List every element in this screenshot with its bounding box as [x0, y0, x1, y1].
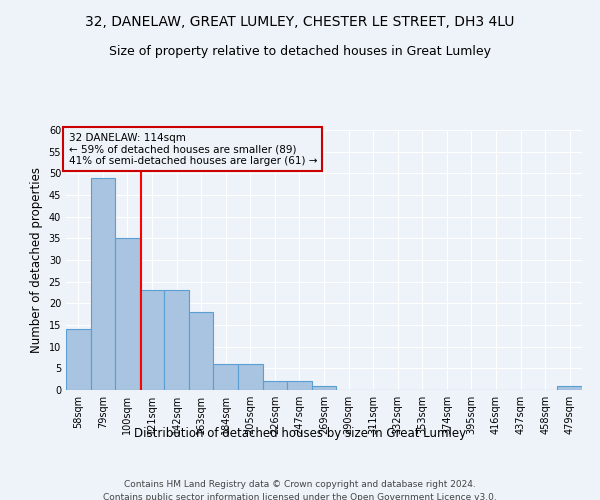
- Text: 32 DANELAW: 114sqm
← 59% of detached houses are smaller (89)
41% of semi-detache: 32 DANELAW: 114sqm ← 59% of detached hou…: [68, 132, 317, 166]
- Text: Contains public sector information licensed under the Open Government Licence v3: Contains public sector information licen…: [103, 492, 497, 500]
- Bar: [66, 330, 91, 390]
- Bar: [140, 290, 164, 390]
- Bar: [214, 364, 238, 390]
- Text: Size of property relative to detached houses in Great Lumley: Size of property relative to detached ho…: [109, 45, 491, 58]
- Bar: [287, 382, 312, 390]
- Bar: [189, 312, 214, 390]
- Bar: [557, 386, 582, 390]
- Bar: [238, 364, 263, 390]
- Text: 32, DANELAW, GREAT LUMLEY, CHESTER LE STREET, DH3 4LU: 32, DANELAW, GREAT LUMLEY, CHESTER LE ST…: [85, 15, 515, 29]
- Text: Distribution of detached houses by size in Great Lumley: Distribution of detached houses by size …: [134, 428, 466, 440]
- Bar: [164, 290, 189, 390]
- Bar: [263, 382, 287, 390]
- Bar: [312, 386, 336, 390]
- Y-axis label: Number of detached properties: Number of detached properties: [30, 167, 43, 353]
- Bar: [115, 238, 140, 390]
- Bar: [91, 178, 115, 390]
- Text: Contains HM Land Registry data © Crown copyright and database right 2024.: Contains HM Land Registry data © Crown c…: [124, 480, 476, 489]
